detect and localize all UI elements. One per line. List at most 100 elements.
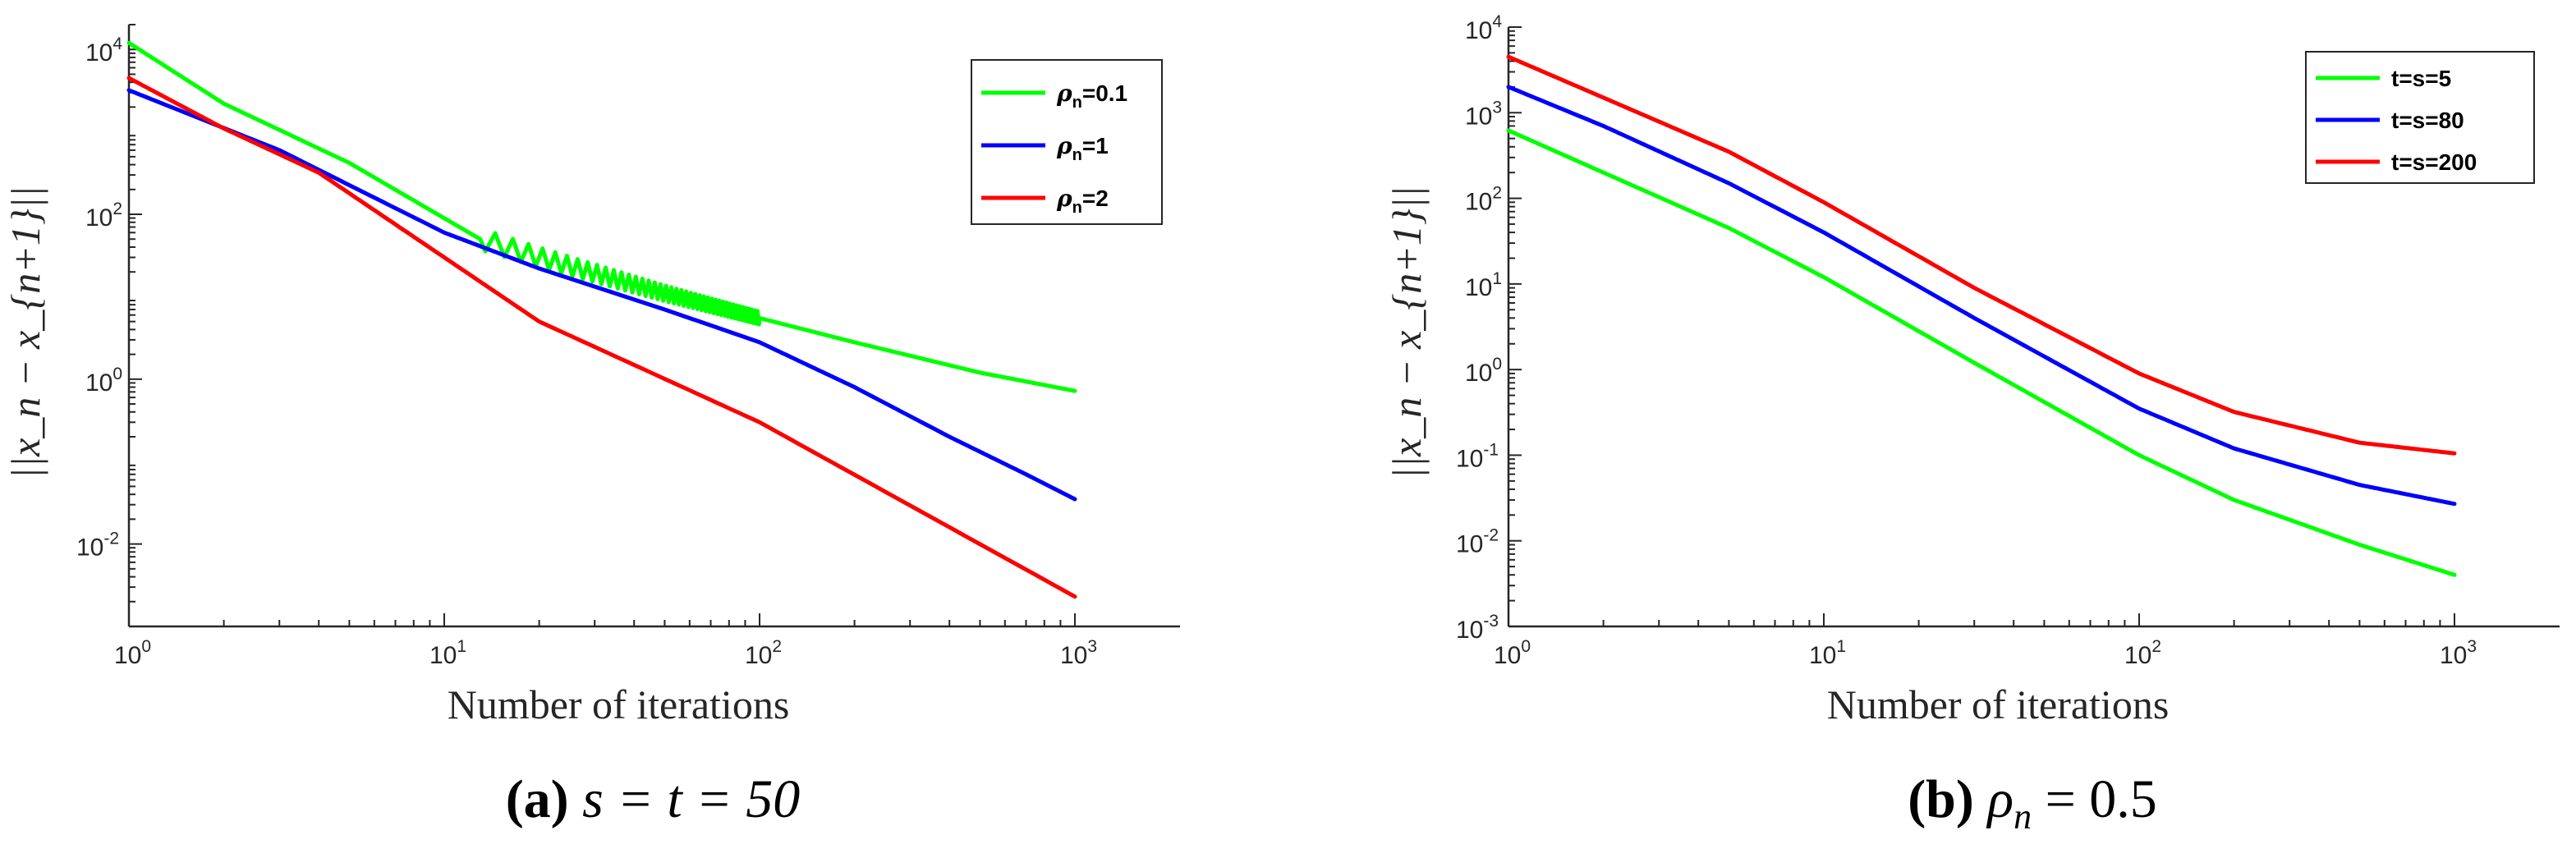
y-tick-base: 10: [76, 534, 103, 562]
y-tick-base: 10: [1465, 189, 1492, 216]
x-tick-label: 102: [2124, 637, 2161, 669]
legend-symbol: ρ: [1056, 132, 1072, 159]
legend-label: t=s=200: [2391, 149, 2477, 175]
caption-space: [1974, 769, 1988, 829]
caption-label: (b): [1908, 769, 1974, 829]
x-tick-exp: 3: [2467, 637, 2477, 656]
y-tick-exp: 3: [1492, 98, 1502, 117]
legend-label: t=s=5: [2391, 66, 2451, 91]
caption-a: (a) s = t = 50: [506, 769, 801, 829]
caption-space: [569, 769, 583, 829]
y-tick-base: 10: [1465, 103, 1492, 130]
series-line-a-1: [126, 88, 1077, 502]
y-tick-exp: 4: [1492, 12, 1502, 31]
x-tick-label: 100: [114, 637, 151, 669]
legend-subscript: n: [1072, 94, 1082, 112]
y-tick-base: 10: [1456, 531, 1483, 558]
y-tick-label: 10-3: [1456, 612, 1499, 644]
series-line-a-0: [126, 40, 1077, 393]
x-tick-base: 10: [1809, 642, 1836, 669]
y-tick-label: 10-1: [1456, 440, 1499, 472]
x-axis-label: Number of iterations: [1827, 681, 2170, 727]
x-tick-label: 103: [2440, 637, 2477, 669]
caption-label: (a): [506, 769, 569, 829]
legend-b: t=s=5 t=s=80 t=s=200: [2305, 51, 2535, 184]
x-tick-base: 10: [2124, 642, 2151, 669]
x-tick-label: 100: [1494, 637, 1531, 669]
x-tick-label: 101: [429, 637, 466, 669]
x-tick-exp: 1: [457, 637, 466, 656]
y-tick-base: 10: [1456, 617, 1483, 644]
caption-b: (b) ρn = 0.5: [1908, 769, 2157, 837]
x-tick-exp: 2: [2151, 637, 2161, 656]
series-line-b-0: [1506, 128, 2457, 577]
y-tick-exp: -1: [1483, 440, 1499, 459]
x-tick-exp: 3: [1087, 637, 1097, 656]
x-tick-label: 102: [745, 637, 782, 669]
y-tick-label: 10-2: [76, 530, 119, 562]
legend-subscript: n: [1072, 146, 1082, 164]
x-tick-base: 10: [1494, 642, 1521, 669]
y-tick-label: 101: [1465, 269, 1502, 301]
y-tick-base: 10: [85, 39, 112, 67]
legend-label: t=s=80: [2391, 108, 2464, 133]
y-tick-base: 10: [1465, 17, 1492, 44]
y-tick-base: 10: [85, 204, 112, 232]
caption-rest: = 0.5: [2032, 769, 2157, 829]
legend-a: ρn=0.1ρn=1ρn=2: [971, 59, 1163, 225]
x-tick-base: 10: [1060, 642, 1087, 669]
y-tick-exp: 0: [112, 365, 122, 383]
caption-subscript: n: [2014, 796, 2032, 837]
legend-rest: =0.1: [1082, 80, 1127, 106]
y-tick-label: 104: [1465, 12, 1502, 44]
x-tick-exp: 0: [1521, 637, 1531, 656]
y-tick-exp: -2: [1483, 526, 1499, 545]
y-tick-label: 10-2: [1456, 526, 1499, 558]
y-tick-exp: 4: [112, 34, 122, 53]
y-tick-exp: 1: [1492, 269, 1502, 288]
x-tick-base: 10: [114, 642, 141, 669]
legend-subscript: n: [1072, 199, 1082, 217]
x-tick-exp: 0: [141, 637, 151, 656]
legend-symbol: ρ: [1056, 80, 1072, 107]
y-tick-label: 102: [85, 200, 122, 232]
x-tick-exp: 2: [772, 637, 782, 656]
y-tick-label: 103: [1465, 98, 1502, 130]
caption-symbol: ρ: [1986, 769, 2014, 829]
x-tick-exp: 1: [1836, 637, 1846, 656]
y-tick-exp: -2: [103, 530, 119, 548]
caption-formula: s = t = 50: [582, 769, 800, 829]
legend-label: ρn=1: [1056, 132, 1109, 164]
y-tick-label: 100: [85, 365, 122, 397]
y-tick-label: 104: [85, 34, 122, 67]
y-tick-exp: 0: [1492, 355, 1502, 374]
legend-label: ρn=0.1: [1056, 80, 1127, 112]
y-tick-exp: -3: [1483, 612, 1499, 631]
legend-rest: =1: [1082, 133, 1109, 158]
x-tick-base: 10: [745, 642, 772, 669]
y-tick-label: 102: [1465, 184, 1502, 216]
legend-label: ρn=2: [1056, 185, 1109, 217]
y-tick-base: 10: [1465, 274, 1492, 301]
y-axis-label: ||x_n − x_{n+1}||: [2, 186, 48, 479]
y-tick-exp: 2: [1492, 184, 1502, 203]
y-tick-base: 10: [85, 369, 112, 397]
x-axis-label: Number of iterations: [448, 681, 790, 727]
x-tick-label: 103: [1060, 637, 1097, 669]
series-line-a-2: [126, 76, 1077, 599]
y-tick-base: 10: [1465, 360, 1492, 387]
x-tick-base: 10: [429, 642, 457, 669]
series-line-b-1: [1506, 85, 2457, 507]
y-tick-label: 100: [1465, 355, 1502, 387]
x-tick-label: 101: [1809, 637, 1846, 669]
y-tick-base: 10: [1456, 445, 1483, 472]
y-axis-label: ||x_n − x_{n+1}||: [1384, 186, 1430, 479]
legend-symbol: ρ: [1056, 185, 1072, 212]
series-line-b-2: [1506, 54, 2457, 456]
x-tick-base: 10: [2440, 642, 2467, 669]
legend-rest: =2: [1082, 186, 1109, 211]
y-tick-exp: 2: [112, 200, 122, 218]
